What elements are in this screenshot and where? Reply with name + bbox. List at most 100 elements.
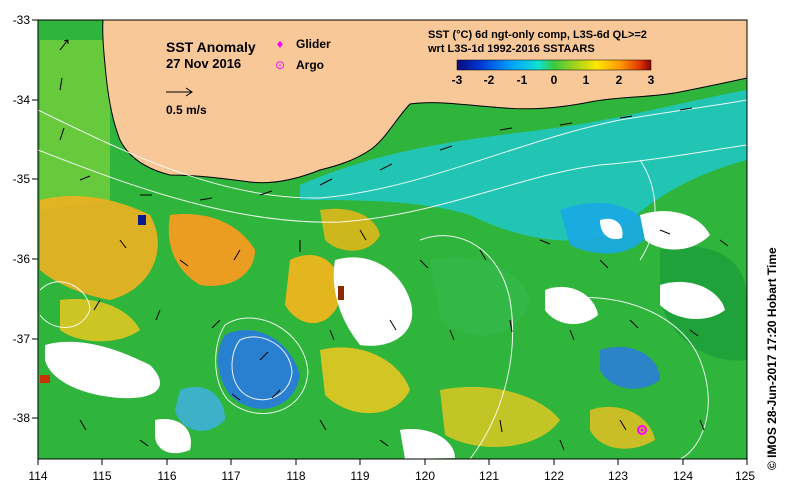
warm-patch-3 [285, 254, 341, 324]
map-title: SST Anomaly [166, 39, 256, 55]
cool-eddy [218, 329, 300, 409]
current-arrow [629, 319, 639, 329]
current-arrow [619, 419, 627, 431]
current-arrow [233, 249, 241, 261]
lat-tick-label: -33 [13, 13, 31, 27]
contour-line [38, 99, 747, 199]
current-arrow [689, 329, 699, 337]
lon-tick-label: 119 [350, 469, 369, 483]
current-arrow [139, 439, 149, 447]
current-arrow [379, 439, 389, 447]
lon-tick-label: 125 [735, 469, 755, 483]
nodata-2 [45, 341, 160, 399]
current-arrow [389, 319, 397, 331]
current-arrow [59, 77, 63, 91]
current-arrow [499, 419, 503, 433]
lon-tick-label: 116 [157, 469, 176, 483]
colorbar-ticks: -3 -2 -1 0 1 2 3 [452, 73, 655, 87]
contour-line [559, 297, 709, 459]
reference-vector-label: 0.5 m/s [166, 103, 207, 117]
lon-tick-label: 120 [415, 469, 435, 483]
current-arrow [599, 259, 609, 269]
lat-axis [32, 19, 38, 419]
colorbar-tick-label: 0 [551, 73, 558, 87]
hot-spot-2 [40, 375, 50, 383]
plot-area [38, 20, 747, 459]
imos-credit: © IMOS 28-Jun-2017 17:20 Hobart Time [765, 247, 779, 470]
current-arrow [509, 319, 513, 333]
contour-line [231, 336, 293, 401]
lon-tick-label: 118 [286, 469, 305, 483]
lat-tick-labels: -33 -34 -35 -36 -37 -38 [13, 13, 31, 425]
colorbar [456, 59, 652, 71]
warm-patch-2 [168, 214, 255, 286]
current-arrow [659, 229, 671, 235]
current-arrow [271, 389, 281, 399]
lon-tick-label: 114 [28, 469, 47, 483]
colorbar-tick-label: 1 [583, 73, 590, 87]
colorbar-tick-label: -1 [517, 73, 528, 87]
current-arrow [559, 122, 573, 126]
cool-band [300, 90, 747, 241]
current-vectors [59, 39, 729, 451]
current-arrow [539, 239, 551, 245]
current-arrow [559, 439, 565, 451]
lat-tick-label: -34 [13, 93, 31, 107]
contour-line [639, 159, 656, 261]
lon-axis [37, 459, 748, 465]
current-arrow [419, 259, 429, 269]
lat-tick-label: -36 [13, 252, 31, 266]
glider-legend-label: Glider [296, 37, 331, 51]
hot-spot [338, 286, 344, 300]
warm-patch-4 [60, 299, 140, 342]
nodata-6 [400, 429, 455, 459]
current-arrow [119, 239, 127, 249]
nodata-8 [600, 218, 623, 240]
current-arrow [619, 115, 633, 119]
lon-tick-labels: 114 115 116 117 118 119 120 121 122 123 … [28, 469, 755, 483]
glider-legend-icon: ♦ [276, 40, 285, 51]
current-arrow [379, 163, 393, 171]
current-arrow [359, 229, 367, 241]
current-arrow [79, 175, 91, 181]
lon-tick-label: 124 [673, 469, 693, 483]
cool-patch-s [175, 386, 225, 431]
product-line-2: wrt L3S-1d 1992-2016 SSTAARS [427, 43, 595, 55]
warm-patch-1 [40, 195, 158, 300]
contour-line [38, 144, 747, 223]
lon-tick-label: 117 [221, 469, 240, 483]
inshore-green [40, 40, 110, 210]
current-arrow [499, 127, 513, 131]
reference-vector [166, 87, 193, 97]
lat-tick-label: -38 [13, 411, 31, 425]
current-arrow [479, 249, 487, 261]
current-arrow [699, 419, 705, 431]
contour-line [39, 281, 91, 328]
warm-patch-5 [320, 347, 410, 414]
current-arrow [449, 329, 455, 341]
plot-frame [37, 19, 748, 460]
contour-line [419, 235, 514, 459]
lon-tick-label: 123 [608, 469, 628, 483]
current-arrow [199, 197, 213, 201]
argo-legend-label: Argo [296, 58, 324, 72]
current-arrow [259, 190, 273, 196]
colorbar-tick-label: -2 [484, 73, 495, 87]
argo-legend-icon: ⊙ [275, 58, 285, 72]
colorbar-tick-label: 3 [648, 73, 655, 87]
current-arrow [179, 259, 189, 267]
current-arrow [211, 319, 221, 329]
current-arrow [59, 39, 69, 51]
green-patch-c [430, 256, 530, 336]
current-arrow [155, 309, 161, 321]
lat-tick-label: -35 [13, 172, 31, 186]
current-arrow [79, 419, 87, 431]
current-arrow [679, 107, 693, 111]
lat-tick-label: -37 [13, 332, 31, 346]
cool-patch-se [600, 346, 660, 389]
current-arrow [259, 351, 269, 361]
lon-tick-label: 122 [544, 469, 564, 483]
current-arrow [93, 299, 101, 311]
argo-float-marker [637, 425, 647, 435]
